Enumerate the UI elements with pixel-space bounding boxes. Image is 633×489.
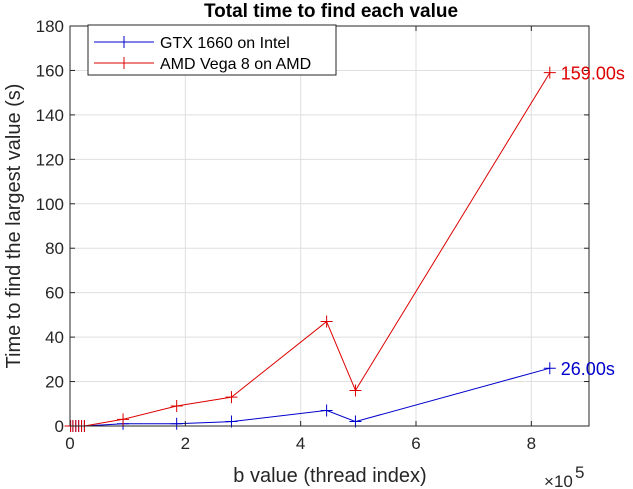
series-line-1	[70, 72, 551, 427]
end-value-label: 159.00s	[561, 64, 625, 84]
grid-lines	[69, 25, 589, 427]
data-point-marker	[170, 400, 183, 412]
data-point-marker	[543, 362, 556, 375]
legend-entry-amd: AMD Vega 8 on AMD	[94, 56, 311, 73]
x-tick-label: 4	[296, 434, 305, 453]
series-line-0	[70, 367, 550, 427]
legend-marker-amd	[118, 57, 130, 69]
series-layer	[64, 66, 556, 432]
legend-box	[87, 24, 337, 76]
y-tick-label: 60	[45, 284, 64, 303]
y-tick-label: 80	[45, 239, 64, 258]
plot-frame	[69, 25, 590, 427]
legend-label-amd: AMD Vega 8 on AMD	[160, 56, 311, 73]
y-tick-label: 40	[45, 328, 64, 347]
legend-marker-gtx	[118, 36, 130, 48]
end-labels: 26.00s 159.00s	[561, 64, 625, 380]
y-tick-label: 120	[36, 150, 64, 169]
data-point-marker	[225, 391, 238, 404]
x-tick-label: 6	[411, 434, 420, 453]
chart-title: Total time to find each value	[204, 1, 458, 22]
y-tick-label: 100	[36, 195, 64, 214]
legend-entry-gtx: GTX 1660 on Intel	[94, 35, 290, 52]
x-axis-exponent: ×10 5	[544, 463, 584, 489]
x-exponent-power: 5	[575, 463, 584, 482]
data-point-marker	[320, 315, 333, 328]
y-tick-label: 20	[45, 373, 64, 392]
data-point-marker	[320, 404, 333, 417]
y-tick-label: 140	[36, 106, 64, 125]
x-tick-label: 2	[181, 434, 190, 453]
data-point-marker	[170, 417, 183, 430]
y-tick-label: 0	[55, 417, 64, 436]
data-point-marker	[117, 413, 130, 426]
x-tick-label: 0	[65, 434, 74, 453]
end-value-label: 26.00s	[561, 359, 615, 379]
x-tick-label: 8	[527, 434, 536, 453]
legend-label-gtx: GTX 1660 on Intel	[160, 35, 290, 52]
x-exponent-base: ×10	[544, 472, 573, 489]
y-axis-label: Time to find the largest value (s)	[3, 84, 25, 369]
y-tick-label: 180	[36, 17, 64, 36]
y-tick-label: 160	[36, 61, 64, 80]
data-point-marker	[543, 66, 556, 79]
legend: GTX 1660 on Intel AMD Vega 8 on AMD	[87, 24, 337, 76]
data-point-marker	[349, 384, 362, 397]
x-axis-label: b value (thread index)	[233, 465, 426, 487]
